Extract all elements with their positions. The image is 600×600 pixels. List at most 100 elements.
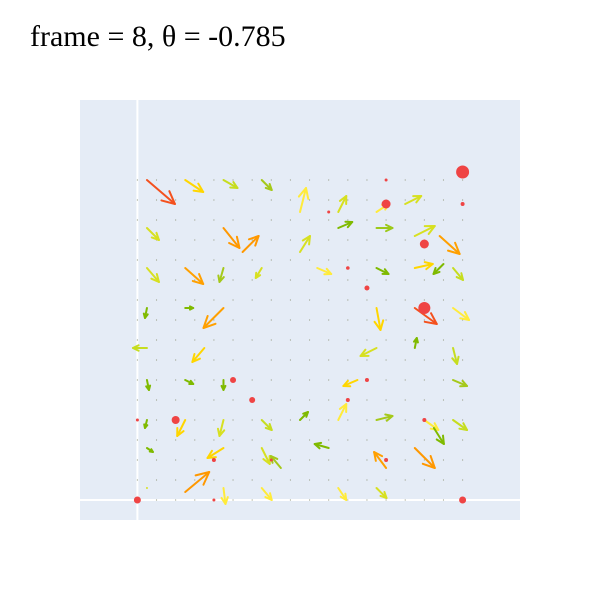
vector-arrow xyxy=(260,447,271,465)
vector-arrow xyxy=(184,267,205,285)
sample-point xyxy=(213,239,215,241)
sample-point xyxy=(462,299,464,301)
sample-point xyxy=(308,279,311,281)
sample-point xyxy=(155,479,158,481)
sample-point xyxy=(385,439,387,441)
sample-point xyxy=(213,419,215,421)
sample-point xyxy=(423,219,425,221)
sample-point xyxy=(270,219,272,221)
sample-point xyxy=(136,479,138,481)
sample-point xyxy=(385,219,387,221)
vector-arrow xyxy=(184,305,195,311)
sample-point xyxy=(155,179,158,181)
sample-point xyxy=(462,259,464,261)
sample-point xyxy=(366,199,368,201)
vector-arrow xyxy=(432,427,445,445)
sample-point xyxy=(289,279,292,281)
vector-arrow xyxy=(260,419,273,431)
sample-point xyxy=(270,379,272,381)
sample-point xyxy=(155,399,158,401)
sample-point xyxy=(308,439,311,441)
marker-dot xyxy=(230,377,237,383)
sample-point xyxy=(194,399,196,401)
sample-point xyxy=(404,359,406,361)
vector-arrow xyxy=(373,307,385,331)
sample-point xyxy=(328,459,330,461)
sample-point xyxy=(232,499,234,501)
sample-point xyxy=(213,179,215,181)
sample-point xyxy=(270,259,272,261)
sample-point xyxy=(213,379,215,381)
sample-point xyxy=(404,479,406,481)
vector-arrow xyxy=(260,487,273,501)
marker-dot xyxy=(212,498,216,502)
sample-point xyxy=(404,219,406,221)
sample-point xyxy=(385,319,387,321)
sample-point xyxy=(194,299,196,301)
sample-point xyxy=(347,219,349,221)
grid-lines xyxy=(80,100,520,520)
sample-point xyxy=(442,279,445,281)
sample-point xyxy=(385,379,387,381)
sample-point xyxy=(442,179,445,181)
sample-point xyxy=(136,399,138,401)
sample-point xyxy=(308,219,311,221)
sample-point xyxy=(423,399,425,401)
sample-point xyxy=(328,319,330,321)
vector-arrow xyxy=(413,225,436,237)
sample-point xyxy=(442,419,445,421)
sample-point xyxy=(404,199,406,201)
sample-point xyxy=(155,419,158,421)
vector-arrow xyxy=(452,379,469,388)
sample-point xyxy=(462,359,464,361)
sample-point xyxy=(251,339,253,341)
sample-point xyxy=(175,439,177,441)
sample-point xyxy=(328,399,330,401)
vector-arrow xyxy=(313,441,330,450)
sample-point xyxy=(347,459,349,461)
sample-point xyxy=(328,179,330,181)
vector-arrow xyxy=(299,411,309,421)
sample-point xyxy=(194,379,196,381)
sample-point xyxy=(328,219,330,221)
sample-point xyxy=(194,499,196,501)
sample-point xyxy=(385,399,387,401)
sample-point xyxy=(155,499,158,501)
sample-point xyxy=(155,199,158,201)
sample-point xyxy=(213,439,215,441)
marker-dot xyxy=(418,302,431,314)
sample-point xyxy=(308,499,311,501)
sample-point xyxy=(328,199,330,201)
sample-point xyxy=(175,279,177,281)
sample-point xyxy=(270,279,272,281)
vector-arrow xyxy=(184,379,195,385)
sample-point xyxy=(442,259,445,261)
sample-point xyxy=(289,379,292,381)
sample-point xyxy=(385,299,387,301)
sample-point xyxy=(423,279,425,281)
sample-point xyxy=(366,479,368,481)
vector-arrow xyxy=(413,307,438,325)
sample-point xyxy=(289,399,292,401)
vector-arrow xyxy=(299,235,311,253)
sample-point xyxy=(136,219,138,221)
vector-arrow xyxy=(337,195,348,213)
sample-point xyxy=(251,219,253,221)
sample-point xyxy=(404,339,406,341)
sample-point xyxy=(423,299,425,301)
sample-point xyxy=(289,179,292,181)
sample-point xyxy=(175,499,177,501)
vector-arrow xyxy=(217,267,225,283)
sample-point xyxy=(423,439,425,441)
sample-point xyxy=(328,279,330,281)
sample-point xyxy=(270,339,272,341)
sample-point xyxy=(289,479,292,481)
sample-point xyxy=(136,319,138,321)
sample-point xyxy=(308,319,311,321)
vector-arrow xyxy=(413,261,434,271)
sample-point xyxy=(155,219,158,221)
sample-point xyxy=(423,479,425,481)
sample-point xyxy=(347,439,349,441)
sample-point xyxy=(366,439,368,441)
